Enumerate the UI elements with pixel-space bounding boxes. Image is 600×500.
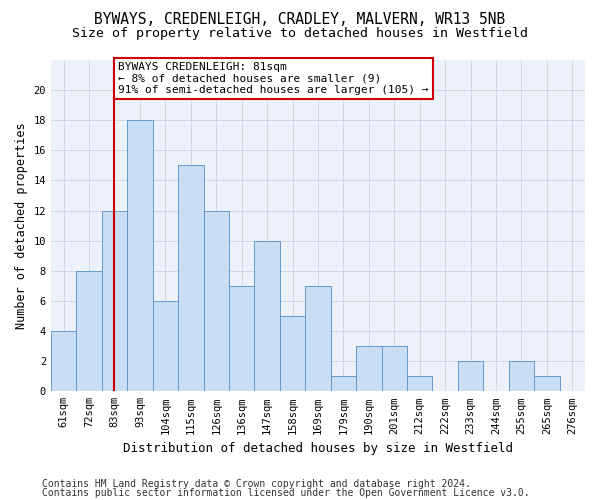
Bar [102, 210, 127, 392]
Bar [254, 240, 280, 392]
Bar [356, 346, 382, 392]
Bar [305, 286, 331, 392]
Bar [382, 346, 407, 392]
Text: Size of property relative to detached houses in Westfield: Size of property relative to detached ho… [72, 28, 528, 40]
Bar [534, 376, 560, 392]
Text: BYWAYS CREDENLEIGH: 81sqm
← 8% of detached houses are smaller (9)
91% of semi-de: BYWAYS CREDENLEIGH: 81sqm ← 8% of detach… [118, 62, 429, 95]
Bar [407, 376, 433, 392]
Bar [178, 166, 203, 392]
Text: Contains public sector information licensed under the Open Government Licence v3: Contains public sector information licen… [42, 488, 530, 498]
Bar [152, 301, 178, 392]
Bar [331, 376, 356, 392]
Bar [51, 331, 76, 392]
Text: Contains HM Land Registry data © Crown copyright and database right 2024.: Contains HM Land Registry data © Crown c… [42, 479, 471, 489]
Bar [127, 120, 152, 392]
Bar [76, 271, 102, 392]
Text: BYWAYS, CREDENLEIGH, CRADLEY, MALVERN, WR13 5NB: BYWAYS, CREDENLEIGH, CRADLEY, MALVERN, W… [94, 12, 506, 28]
Bar [203, 210, 229, 392]
Y-axis label: Number of detached properties: Number of detached properties [15, 122, 28, 329]
X-axis label: Distribution of detached houses by size in Westfield: Distribution of detached houses by size … [123, 442, 513, 455]
Bar [509, 361, 534, 392]
Bar [458, 361, 483, 392]
Bar [280, 316, 305, 392]
Bar [229, 286, 254, 392]
